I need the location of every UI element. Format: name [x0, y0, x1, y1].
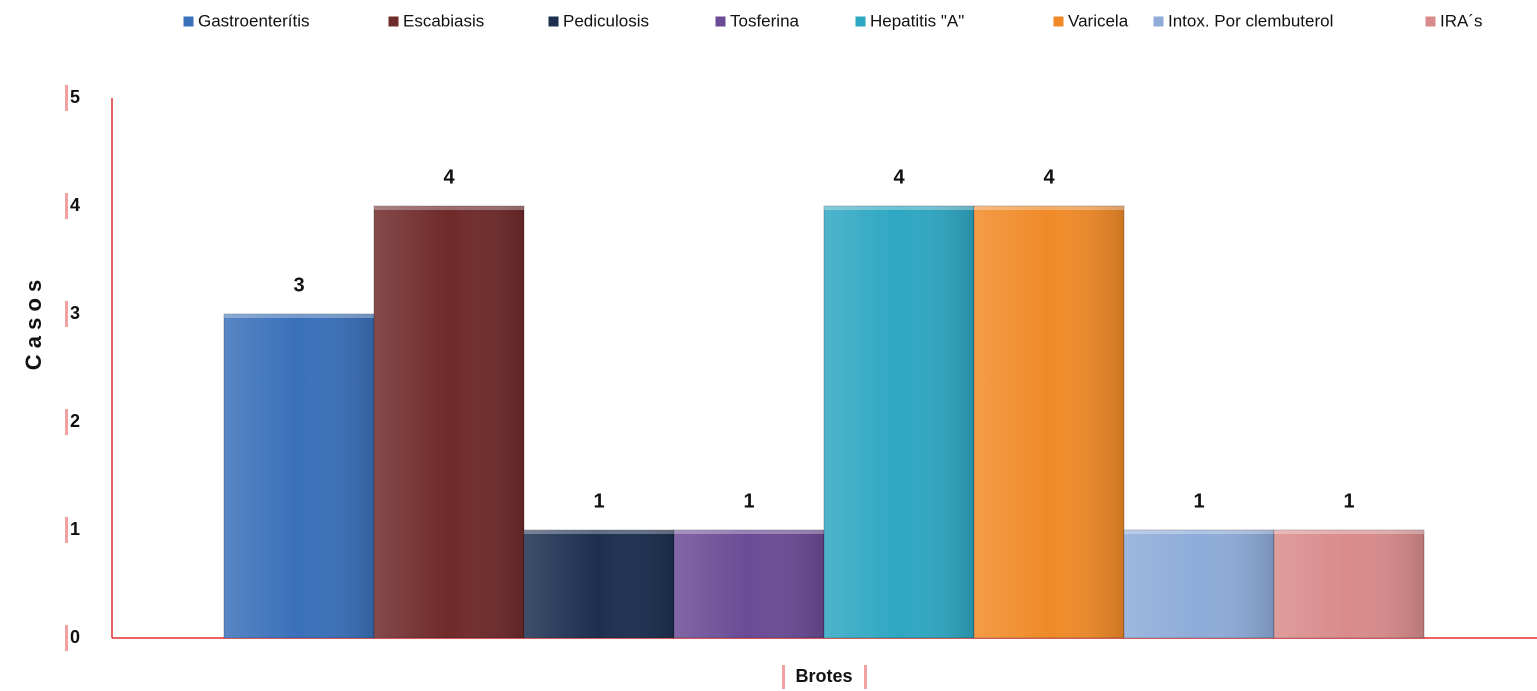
legend-label: Pediculosis	[563, 11, 649, 30]
data-label: 1	[593, 490, 604, 512]
bar-shine	[524, 530, 674, 638]
bar-top	[1274, 530, 1424, 534]
bar-shine	[974, 206, 1124, 638]
legend-swatch	[547, 15, 560, 28]
y-tick-mark	[65, 409, 68, 435]
bar-shine	[674, 530, 824, 638]
data-label: 1	[1193, 490, 1204, 512]
y-tick-mark	[65, 517, 68, 543]
bar-shine	[374, 206, 524, 638]
bar-top	[974, 206, 1124, 210]
legend-swatch	[714, 15, 727, 28]
legend-label: Hepatitis "A"	[870, 11, 964, 30]
legend-swatch	[1424, 15, 1437, 28]
y-tick-mark	[65, 301, 68, 327]
bar-shine	[224, 314, 374, 638]
legend-swatch	[1052, 15, 1065, 28]
legend-swatch	[854, 15, 867, 28]
x-title-mark	[864, 665, 867, 689]
legend-swatch	[182, 15, 195, 28]
legend-label: Varicela	[1068, 11, 1129, 30]
y-tick-mark	[65, 193, 68, 219]
data-label: 1	[1343, 490, 1354, 512]
bar-shine	[1124, 530, 1274, 638]
legend-label: Escabiasis	[403, 11, 484, 30]
data-label: 4	[443, 166, 455, 188]
bar-top	[224, 314, 374, 318]
bar-top	[524, 530, 674, 534]
bar-top	[1124, 530, 1274, 534]
y-tick-label: 2	[70, 411, 80, 431]
y-tick-label: 4	[70, 195, 80, 215]
legend-swatch	[387, 15, 400, 28]
bar-shine	[1274, 530, 1424, 638]
data-label: 4	[893, 166, 905, 188]
legend-label: IRA´s	[1440, 11, 1483, 30]
bar-top	[674, 530, 824, 534]
y-axis-title: C a s o s	[21, 280, 46, 370]
legend-label: Tosferina	[730, 11, 800, 30]
y-tick-mark	[65, 625, 68, 651]
x-title-mark	[782, 665, 785, 689]
x-axis-title: Brotes	[795, 666, 852, 686]
bar-top	[374, 206, 524, 210]
data-label: 1	[743, 490, 754, 512]
bar-shine	[824, 206, 974, 638]
y-tick-label: 3	[70, 303, 80, 323]
legend-label: Intox. Por clembuterol	[1168, 11, 1333, 30]
y-tick-mark	[65, 85, 68, 111]
y-tick-label: 5	[70, 87, 80, 107]
bar-top	[824, 206, 974, 210]
y-tick-label: 1	[70, 519, 80, 539]
legend-swatch	[1152, 15, 1165, 28]
y-tick-label: 0	[70, 627, 80, 647]
data-label: 4	[1043, 166, 1055, 188]
data-label: 3	[293, 274, 304, 296]
legend-label: Gastroenterítis	[198, 11, 310, 30]
